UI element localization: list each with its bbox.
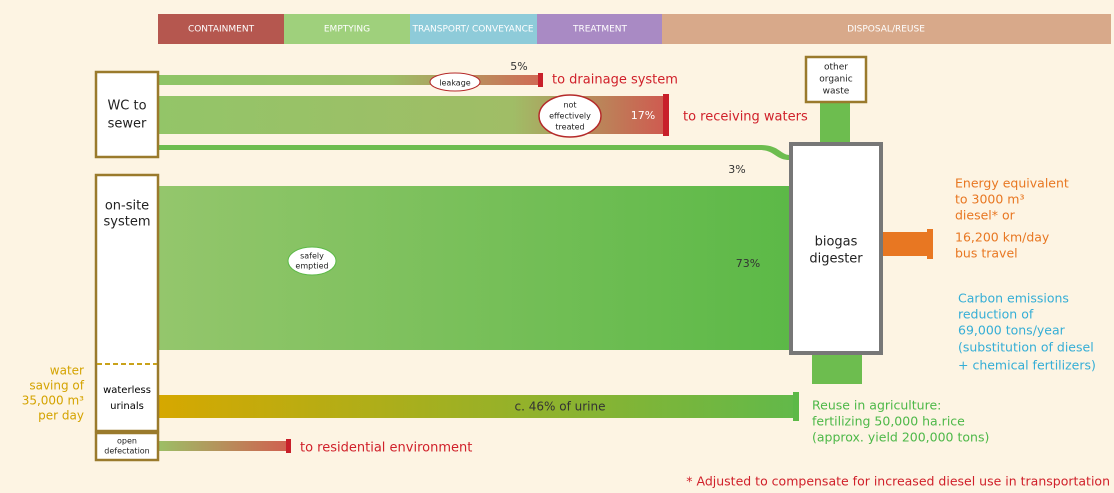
box: [94, 173, 160, 433]
flow: [812, 354, 862, 384]
share: c. 46% of urine: [515, 400, 606, 414]
label: waste: [823, 87, 850, 97]
flow: [882, 232, 928, 256]
destination: to receiving waters: [683, 110, 808, 125]
text: reduction of: [958, 307, 1034, 322]
label: sewer: [108, 117, 147, 132]
tag-text: treated: [555, 123, 584, 132]
label: other: [824, 63, 848, 73]
box: [94, 70, 160, 159]
label: urinals: [110, 401, 144, 412]
text: (substitution of diesel: [958, 340, 1094, 355]
stage: DISPOSAL/REUSE: [847, 25, 925, 35]
text: fertilizing 50,000 ha.rice: [812, 414, 965, 429]
stage-bar: CONTAINMENT EMPTYING TRANSPORT/ CONVEYAN…: [158, 14, 1111, 44]
text: 35,000 m³: [22, 394, 84, 408]
tag-text: emptied: [295, 262, 328, 271]
box: [804, 55, 868, 104]
text: (approx. yield 200,000 tons): [812, 430, 989, 445]
end-marker: [286, 439, 291, 453]
destination: to drainage system: [552, 73, 678, 88]
energy: Energy equivalent to 3000 m³ diesel* or …: [955, 176, 1069, 261]
flow: [158, 145, 790, 160]
share: 3%: [728, 163, 745, 176]
tag-text: leakage: [439, 79, 471, 88]
tag: [429, 72, 481, 92]
label: WC to: [107, 99, 146, 114]
text: Reuse in agriculture:: [812, 398, 941, 413]
tag-text: not: [563, 101, 576, 110]
text: saving of: [29, 379, 84, 393]
flow: [820, 102, 850, 145]
stage: CONTAINMENT: [188, 25, 255, 35]
text: + chemical fertilizers): [958, 358, 1096, 373]
text: 69,000 tons/year: [958, 323, 1066, 338]
share: 73%: [736, 257, 760, 270]
label: open: [117, 437, 137, 446]
label: system: [104, 215, 151, 230]
flow: [158, 75, 540, 85]
flow: [158, 441, 288, 451]
text: diesel* or: [955, 208, 1016, 223]
label: organic: [819, 75, 852, 85]
label: on-site: [105, 199, 149, 214]
stage: TREATMENT: [572, 25, 628, 35]
destination: to residential environment: [300, 441, 472, 456]
tag-text: effectively: [549, 112, 591, 121]
tag-text: safely: [300, 252, 324, 261]
flow: [158, 395, 795, 418]
label: biogas: [815, 235, 858, 250]
footnote: * Adjusted to compensate for increased d…: [686, 474, 1110, 489]
end-marker: [793, 392, 799, 421]
text: 16,200 km/day: [955, 230, 1050, 245]
carbon: Carbon emissions reduction of 69,000 ton…: [958, 291, 1096, 373]
end-marker: [663, 94, 669, 136]
label: defectation: [104, 447, 150, 456]
label: digester: [809, 252, 863, 267]
label: waterless: [103, 385, 151, 396]
agriculture: Reuse in agriculture: fertilizing 50,000…: [812, 398, 989, 445]
flow: [158, 186, 790, 350]
text: to 3000 m³: [955, 192, 1025, 207]
tag: [538, 94, 602, 138]
end-marker: [538, 73, 543, 87]
stage: TRANSPORT/ CONVEYANCE: [411, 25, 533, 35]
stage: EMPTYING: [324, 25, 370, 35]
text: per day: [38, 409, 84, 423]
box: [94, 431, 160, 462]
text: Carbon emissions: [958, 291, 1069, 306]
tag: [287, 246, 337, 276]
share: 5%: [510, 60, 527, 73]
share: 17%: [631, 109, 655, 122]
end-marker: [927, 229, 933, 259]
text: water: [50, 364, 84, 378]
digester: [789, 142, 883, 355]
water-saving: water saving of 35,000 m³ per day: [22, 364, 85, 423]
text: Energy equivalent: [955, 176, 1069, 191]
text: bus travel: [955, 246, 1018, 261]
